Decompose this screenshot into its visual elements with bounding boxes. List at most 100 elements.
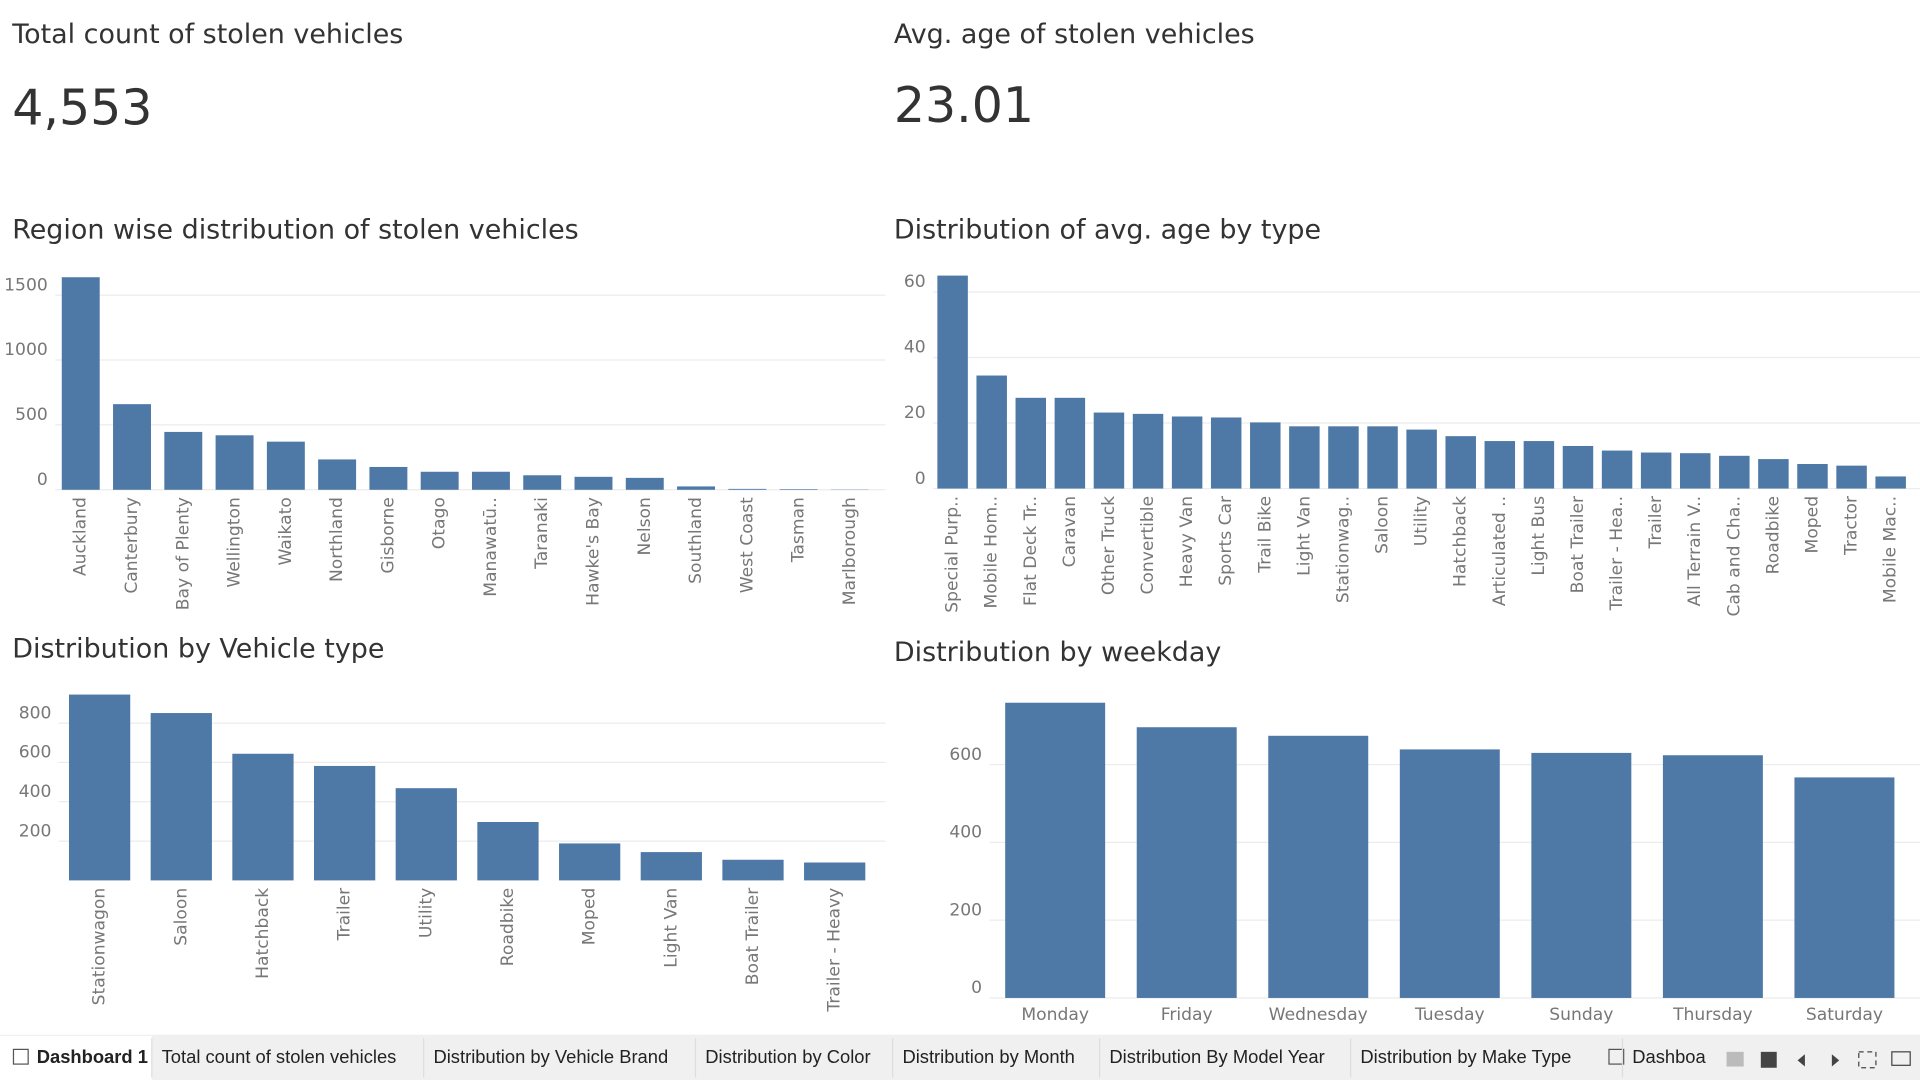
x-tick-label: Caravan (1060, 496, 1080, 567)
chart-title: Distribution by Vehicle type (12, 633, 384, 664)
bar (150, 713, 212, 881)
bar (1328, 426, 1359, 489)
bar (1132, 413, 1164, 489)
bar (559, 843, 621, 881)
control-icon[interactable] (1726, 1051, 1744, 1067)
x-tick-label: Hatchback (1451, 496, 1471, 587)
tab[interactable]: Distribution by Month (902, 1046, 1074, 1067)
x-tick-label: Stationwag.. (1333, 496, 1353, 603)
bar (779, 489, 818, 490)
tab[interactable]: Dashboa (1632, 1046, 1706, 1067)
x-tick-label: Roadbike (1763, 496, 1783, 574)
y-tick-label: 0 (37, 470, 48, 490)
bar (164, 431, 203, 490)
y-tick-label: 40 (904, 338, 926, 358)
x-tick-label: Sunday (1549, 1005, 1613, 1025)
x-tick-label: Northland (327, 497, 347, 582)
tab-icon (12, 1048, 29, 1065)
bar (1836, 465, 1867, 489)
bar (113, 404, 151, 490)
tab[interactable]: Distribution by Make Type (1360, 1046, 1571, 1067)
chart-title: Region wise distribution of stolen vehic… (12, 215, 578, 246)
y-tick-label: 200 (949, 900, 982, 920)
control-icon[interactable] (1797, 1054, 1805, 1067)
bar (1875, 476, 1906, 489)
y-tick-label: 20 (904, 403, 926, 423)
x-tick-label: Sports Car (1216, 495, 1236, 586)
bar (1523, 441, 1555, 489)
x-tick-label: Mobile Mac.. (1881, 496, 1901, 603)
bar (1171, 416, 1203, 489)
control-icon[interactable] (1891, 1051, 1911, 1066)
bar (1719, 455, 1750, 489)
x-tick-label: Otago (430, 497, 450, 549)
tab[interactable]: Dashboard 1 (37, 1046, 148, 1067)
y-tick-label: 1000 (4, 340, 48, 360)
x-tick-label: Thursday (1672, 1005, 1753, 1025)
bar (1399, 749, 1500, 998)
bar (61, 277, 100, 490)
tab[interactable]: Distribution by Color (705, 1046, 870, 1067)
y-tick-label: 60 (904, 272, 926, 292)
bar (1531, 752, 1632, 998)
tab[interactable]: Distribution by Vehicle Brand (433, 1046, 668, 1067)
bar (314, 765, 376, 881)
x-tick-label: West Coast (737, 497, 757, 593)
bar (420, 471, 459, 490)
x-tick-label: Trailer - Heavy (825, 888, 845, 1013)
x-tick-label: Roadbike (498, 888, 518, 966)
x-tick-label: Light Bus (1529, 496, 1549, 576)
bar (1640, 452, 1672, 489)
x-tick-label: Utility (416, 888, 436, 938)
x-tick-label: Heavy Van (1177, 496, 1197, 587)
x-tick-label: Moped (580, 888, 600, 946)
bar (1445, 436, 1476, 489)
x-tick-label: Trailer (1646, 495, 1666, 550)
bar (232, 753, 294, 881)
bar (1562, 445, 1594, 489)
tab-bar (0, 1034, 1920, 1080)
x-tick-label: Gisborne (378, 497, 398, 573)
x-tick-label: Convertible (1138, 496, 1158, 595)
bar (574, 476, 613, 490)
bar (68, 694, 131, 881)
tab-icon (1608, 1048, 1625, 1065)
bar (1794, 777, 1895, 998)
bar (215, 435, 254, 490)
y-tick-label: 200 (19, 821, 52, 841)
y-tick-label: 500 (15, 405, 48, 425)
bar (266, 441, 305, 490)
x-tick-label: Trailer - Hea.. (1607, 496, 1627, 611)
chart-title: Distribution of avg. age by type (894, 215, 1321, 246)
bar (728, 488, 767, 490)
x-tick-label: Light Van (1294, 496, 1314, 576)
tab[interactable]: Distribution By Model Year (1109, 1046, 1324, 1067)
x-tick-label: Flat Deck Tr.. (1021, 496, 1041, 606)
bar (640, 852, 702, 881)
x-tick-label: Tuesday (1414, 1005, 1485, 1025)
x-tick-label: Saloon (171, 888, 191, 946)
kpi-label: Total count of stolen vehicles (11, 19, 403, 50)
bar (722, 859, 784, 881)
x-tick-label: Light Van (661, 888, 681, 968)
bar (369, 466, 408, 490)
x-tick-label: Tractor (1842, 495, 1862, 556)
x-tick-label: Wednesday (1269, 1005, 1368, 1025)
bar (1015, 397, 1047, 489)
bar (1250, 422, 1281, 489)
bar (1005, 702, 1106, 998)
x-tick-label: Tasman (789, 497, 809, 563)
x-tick-label: Saloon (1373, 496, 1393, 554)
control-icon[interactable] (1831, 1054, 1840, 1067)
control-icon[interactable] (1760, 1051, 1777, 1068)
control-icon[interactable] (1858, 1051, 1877, 1069)
tab[interactable]: Total count of stolen vehicles (162, 1046, 397, 1067)
kpi-value: 4,553 (12, 79, 152, 136)
y-tick-label: 400 (949, 823, 982, 843)
bar (1367, 426, 1398, 489)
x-tick-label: Southland (686, 497, 706, 584)
y-tick-label: 600 (949, 745, 982, 765)
x-tick-label: Manawatū.. (481, 497, 501, 597)
active-tab-bg (0, 1035, 152, 1080)
